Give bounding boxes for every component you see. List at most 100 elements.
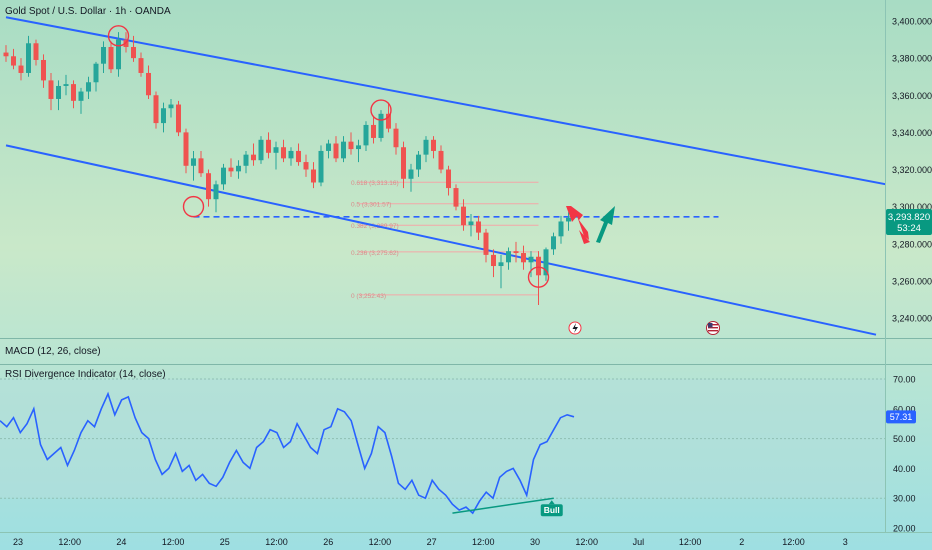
candle-body[interactable] [26,43,31,73]
candle-body[interactable] [536,256,541,276]
candle-body[interactable] [483,232,489,255]
candle-body[interactable] [266,139,271,153]
macd-label[interactable]: MACD (12, 26, close) [5,346,101,357]
candle-body[interactable] [408,169,414,179]
rsi-axis[interactable]: 70.00 60.00 50.00 40.00 30.00 20.00 [893,375,916,534]
candle-body[interactable] [146,72,151,96]
candle-body[interactable] [138,58,144,73]
candle-body[interactable] [431,139,436,151]
rsi-label[interactable]: RSI Divergence Indicator (14, close) [5,369,166,380]
candle-body[interactable] [326,143,331,151]
candle-body[interactable] [161,108,166,124]
candle-body[interactable] [71,84,76,101]
candle-body[interactable] [416,154,421,170]
candle-body[interactable] [461,206,466,226]
candle-body[interactable] [206,173,211,200]
candle-body[interactable] [341,141,346,159]
candle-body[interactable] [251,154,256,161]
us-flag-icon[interactable] [706,321,720,335]
candle-body[interactable] [386,113,391,129]
candle-body[interactable] [423,139,429,155]
highlight-circle[interactable] [527,266,550,288]
current-price-tag: 3,293.820 53:24 [886,209,932,235]
candle-body[interactable] [281,147,286,159]
price-axis[interactable]: 3,400.000 3,380.000 3,360.000 3,340.000 3,32… [892,17,932,324]
candle-body[interactable] [18,65,24,73]
candle-body[interactable] [371,124,376,138]
candle-body[interactable] [401,147,406,179]
rsi-pane[interactable] [0,378,885,515]
candle-body[interactable] [48,80,54,99]
candle-body[interactable] [513,251,519,254]
rsi-line[interactable] [0,391,575,515]
candle-body[interactable] [288,150,294,159]
candle-body[interactable] [348,141,354,150]
candle-body[interactable] [63,84,69,86]
candle-body[interactable] [498,262,504,267]
candle-body[interactable] [558,221,564,237]
time-axis[interactable]: 23 12:00 24 12:00 25 12:00 26 12:00 27 12:00 30 12:… [13,537,848,547]
candle-body[interactable] [131,46,136,59]
candle-body[interactable] [213,184,219,200]
highlight-circle[interactable] [182,195,205,218]
candle-body[interactable] [243,154,249,166]
candle-body[interactable] [236,165,241,172]
candle-body[interactable] [453,188,459,207]
candle-body[interactable] [11,56,16,66]
candle-body[interactable] [168,104,174,109]
candle-body[interactable] [93,63,99,83]
candle-body[interactable] [378,113,384,138]
candle-body[interactable] [506,251,511,263]
highlight-circle[interactable] [107,25,130,47]
candle-body[interactable] [356,145,361,150]
candle-body[interactable] [566,217,571,222]
candle-body[interactable] [78,91,84,101]
down-arrow[interactable] [566,206,589,240]
candle-body[interactable] [333,143,339,159]
candle-body[interactable] [296,150,301,163]
candle-body[interactable] [303,162,309,170]
candle-body[interactable] [228,167,234,172]
candle-body[interactable] [153,95,159,124]
candle-body[interactable] [318,150,324,183]
candle-body[interactable] [33,43,39,60]
candle-body[interactable] [393,128,399,148]
channel-lower-line[interactable] [5,144,877,336]
highlight-circle[interactable] [370,99,392,121]
candle-body[interactable] [311,169,316,183]
candle-body[interactable] [191,158,196,166]
candle-body[interactable] [3,52,9,57]
annotations[interactable] [107,25,616,288]
candle-body[interactable] [101,46,106,64]
candle-body[interactable] [363,124,369,146]
candle-body[interactable] [273,147,279,153]
candle-body[interactable] [543,249,549,276]
candle-body[interactable] [446,169,451,189]
time-axis-tick: 25 [220,537,230,547]
candle-body[interactable] [476,221,481,233]
channel-upper-line[interactable] [5,16,932,206]
candle-body[interactable] [521,253,526,263]
lightning-icon[interactable] [568,321,582,335]
candle-body[interactable] [176,104,181,133]
candle-body[interactable] [528,256,534,263]
candle-body[interactable] [258,139,264,161]
candle-body[interactable] [438,150,444,170]
up-arrow[interactable] [596,206,615,243]
candle-body[interactable] [108,46,114,70]
fibonacci-retracement[interactable]: 0.618 (3,313.16) 0.5 (3,301.57) 0.382 (3,2… [351,180,539,300]
rsi-axis-tick: 20.00 [893,524,916,534]
candle-body[interactable] [221,167,226,185]
candle-body[interactable] [116,39,121,70]
candle-body[interactable] [56,85,61,99]
price-axis-tick: 3,300.000 [892,202,932,212]
candle-body[interactable] [41,59,46,81]
candle-body[interactable] [198,158,204,174]
candle-body[interactable] [551,236,556,250]
candle-body[interactable] [468,221,474,226]
candle-body[interactable] [183,132,189,166]
candle-body[interactable] [86,82,91,92]
candle-body[interactable] [491,254,496,267]
price-pane[interactable]: 0.618 (3,313.16) 0.5 (3,301.57) 0.382 (3,2… [3,16,932,336]
